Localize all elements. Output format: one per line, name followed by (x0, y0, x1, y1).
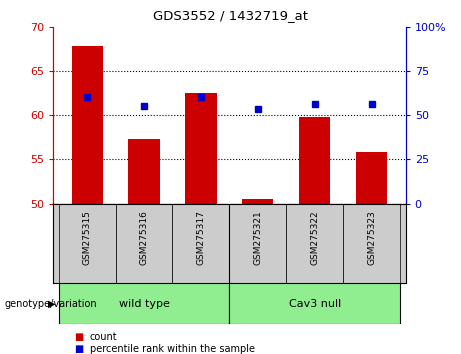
Text: percentile rank within the sample: percentile rank within the sample (90, 344, 255, 354)
Bar (71, 46, 103, 204)
Bar (59, 204, 116, 283)
Text: Cav3 null: Cav3 null (289, 298, 341, 309)
Bar (286, 204, 343, 283)
Bar (128, 139, 160, 204)
Text: GSM275317: GSM275317 (196, 210, 206, 265)
Text: count: count (90, 332, 118, 342)
Bar (343, 204, 400, 283)
Bar (59, 283, 230, 324)
Bar (230, 204, 286, 283)
Text: GSM275323: GSM275323 (367, 210, 376, 265)
Text: ▶: ▶ (48, 298, 56, 309)
Bar (185, 93, 217, 204)
Text: GDS3552 / 1432719_at: GDS3552 / 1432719_at (153, 9, 308, 22)
Text: ■: ■ (74, 344, 83, 354)
Text: GSM275315: GSM275315 (83, 210, 92, 265)
Text: wild type: wild type (118, 298, 170, 309)
Text: ■: ■ (74, 332, 83, 342)
Bar (116, 204, 172, 283)
Text: genotype/variation: genotype/variation (5, 298, 97, 309)
Bar (242, 199, 273, 204)
Bar (356, 152, 387, 204)
Text: GSM275321: GSM275321 (253, 210, 262, 265)
Text: GSM275316: GSM275316 (140, 210, 148, 265)
Text: GSM275322: GSM275322 (310, 210, 319, 264)
Bar (230, 283, 400, 324)
Bar (299, 117, 331, 204)
Bar (172, 204, 230, 283)
